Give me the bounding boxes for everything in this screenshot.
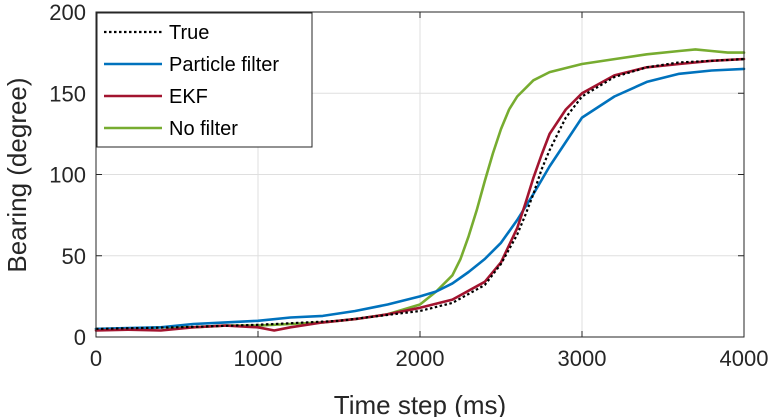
tick-labels: 0 1000 2000 3000 4000 0 50 100 150 200 — [49, 0, 768, 371]
y-tick-label: 50 — [62, 244, 86, 269]
axis-ticks — [95, 11, 745, 338]
x-tick-label: 1000 — [234, 346, 283, 371]
legend-label-particle-filter: Particle filter — [169, 54, 279, 76]
x-tick-label: 4000 — [720, 346, 769, 371]
legend: True Particle filter EKF No filter — [96, 12, 313, 148]
series-line-particle-filter — [94, 67, 746, 331]
x-tick-label: 2000 — [396, 346, 445, 371]
legend-label-true: True — [169, 22, 209, 44]
y-tick-label: 150 — [49, 81, 86, 106]
x-tick-label: 0 — [90, 346, 102, 371]
series-lines — [94, 48, 746, 332]
series-line-true — [95, 58, 745, 330]
legend-box — [96, 12, 313, 148]
x-axis-title: Time step (ms) — [334, 390, 506, 417]
legend-label-no-filter: No filter — [169, 118, 238, 140]
x-tick-label: 3000 — [558, 346, 607, 371]
legend-label-ekf: EKF — [169, 86, 208, 108]
y-tick-label: 0 — [74, 325, 86, 350]
y-tick-label: 200 — [49, 0, 86, 25]
y-axis-title: Bearing (degree) — [2, 77, 32, 272]
y-tick-label: 100 — [49, 163, 86, 188]
